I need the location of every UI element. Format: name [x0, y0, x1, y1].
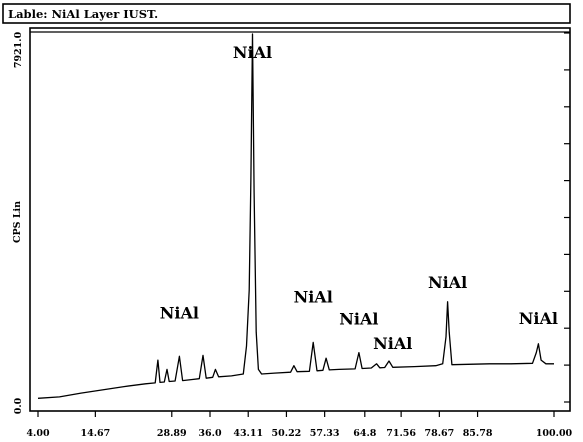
x-ticks: [37, 411, 555, 417]
y-ticks: [564, 32, 570, 403]
peak-labels: NiAl NiAl NiAl NiAl NiAl NiAl NiAl: [160, 43, 558, 353]
x-tick-labels: 4.00 14.67 28.89 36.0 43.11 50.22 57.33 64.8 71.…: [26, 428, 572, 439]
x-tick-label-4: 43.11: [233, 428, 263, 439]
x-tick-label-11: 100.00: [536, 428, 573, 439]
peak-label-0: NiAl: [233, 43, 272, 62]
peak-label-1: NiAl: [160, 303, 199, 322]
y-axis-label: CPS Lin: [12, 201, 23, 243]
x-tick-label-10: 85.78: [463, 428, 493, 439]
title-box: [2, 3, 571, 24]
x-tick-label-1: 14.67: [80, 428, 110, 439]
chart-title: Lable: NiAl Layer IUST.: [8, 7, 158, 21]
y-tick-label-min: 0.0: [13, 397, 24, 414]
peak-label-3: NiAl: [339, 310, 378, 329]
peak-label-4: NiAl: [373, 334, 412, 353]
diffraction-trace: [37, 33, 554, 399]
x-tick-label-3: 36.0: [198, 428, 222, 439]
x-tick-label-0: 4.00: [26, 428, 50, 439]
x-tick-label-9: 78.67: [424, 428, 454, 439]
peak-label-2: NiAl: [294, 287, 333, 306]
x-tick-label-5: 50.22: [272, 428, 302, 439]
x-tick-label-8: 71.56: [386, 428, 416, 439]
peak-label-6: NiAl: [519, 309, 558, 328]
x-tick-label-6: 57.33: [310, 428, 340, 439]
x-tick-label-2: 28.89: [157, 428, 187, 439]
y-tick-label-max: 7921.0: [13, 31, 24, 68]
plot-frame: [29, 27, 571, 412]
x-tick-label-7: 64.8: [353, 428, 377, 439]
peak-label-5: NiAl: [428, 273, 467, 292]
